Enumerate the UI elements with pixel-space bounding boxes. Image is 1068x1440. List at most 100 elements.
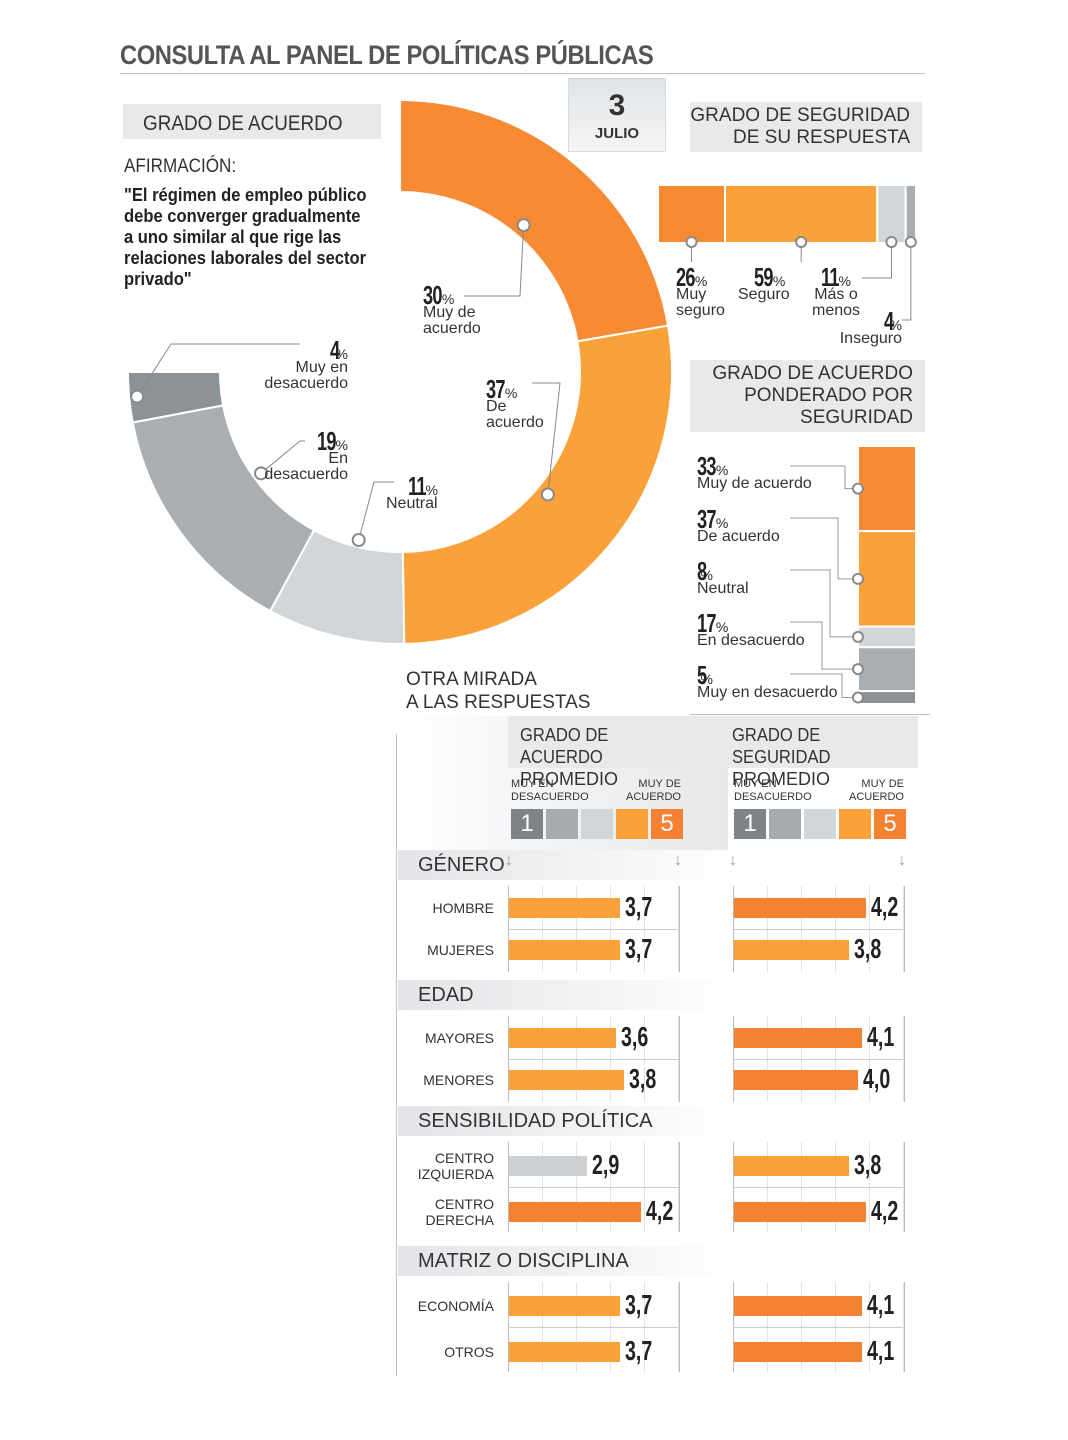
weighted-label-name: Neutral xyxy=(697,580,749,597)
donut-label-en-desacuerdo: 19% En desacuerdo xyxy=(248,426,348,483)
leader-en-desacuerdo xyxy=(260,440,305,474)
donut-label-line: desacuerdo xyxy=(264,466,348,483)
scale-min-label: 1 xyxy=(743,810,757,837)
security-label-line: Inseguro xyxy=(839,330,902,347)
weighted-seg-muy-de-acuerdo xyxy=(857,445,917,533)
scale-high-line2: ACUERDO xyxy=(848,791,904,803)
avg-bar xyxy=(509,940,621,960)
row-label: OTROS xyxy=(400,1344,494,1360)
avg-value: 3,7 xyxy=(625,891,653,922)
leader-dot xyxy=(540,487,555,502)
security-value: 26 xyxy=(676,262,696,292)
row-label-line: ECONOMÍA xyxy=(417,1298,494,1314)
bar-frame-divider xyxy=(733,1059,903,1060)
group-header: MATRIZ O DISCIPLINA xyxy=(398,1246,730,1276)
security-seg-seguro xyxy=(724,184,879,244)
col1-header-line2: PROMEDIO xyxy=(520,769,619,789)
donut-unit: % xyxy=(504,385,518,401)
donut-unit: % xyxy=(335,346,348,362)
title-divider xyxy=(120,73,925,74)
avg-bar xyxy=(509,1070,625,1090)
donut-value: 11 xyxy=(408,471,427,501)
bar-frame-divider xyxy=(508,1187,678,1188)
weighted-leader-dot xyxy=(852,663,864,676)
security-label-muy-seguro: 26% Muy seguro xyxy=(676,262,725,319)
row-label-line: CENTRO xyxy=(434,1196,494,1212)
donut-value: 30 xyxy=(423,280,443,310)
security-value: 11 xyxy=(821,262,840,292)
security-box-label: GRADO DE SEGURIDAD DE SU RESPUESTA xyxy=(690,102,922,152)
donut-label-line: acuerdo xyxy=(486,414,544,431)
agreement-box-label: GRADO DE ACUERDO xyxy=(123,104,381,139)
donut-unit: % xyxy=(441,291,455,307)
bar-frame-divider xyxy=(733,1327,903,1328)
security-label-seguro: 59% Seguro xyxy=(738,262,790,303)
avg-value: 4,2 xyxy=(870,1195,899,1226)
leader-dot xyxy=(516,218,531,233)
scale-cell-2 xyxy=(546,809,578,839)
security-label-line: Más o xyxy=(814,286,858,303)
other-vertical-rule xyxy=(396,734,397,1376)
col2-header-line1: GRADO DE SEGURIDAD xyxy=(732,725,831,767)
weighted-label-name: En desacuerdo xyxy=(697,632,805,649)
avg-bar xyxy=(509,1296,621,1316)
avg-value: 4,1 xyxy=(866,1289,895,1320)
scale-cell-5: 5 xyxy=(874,809,906,839)
scale-low-line1: MUY EN xyxy=(511,778,554,790)
weighted-leader-dot xyxy=(852,482,864,495)
group-header: GÉNERO xyxy=(398,850,730,880)
weighted-leader-dot xyxy=(852,630,864,643)
avg-bar xyxy=(509,1028,617,1048)
arrow-down-icon: ↓ xyxy=(898,852,906,869)
leader-muy-en-desacuerdo xyxy=(136,343,300,397)
weighted-label-en-desacuerdo: 17% En desacuerdo xyxy=(697,608,805,649)
row-label: HOMBRE xyxy=(400,900,494,916)
avg-bar xyxy=(734,1202,866,1222)
security-label-mas-o-menos: 11% Más o menos xyxy=(810,262,862,319)
weighted-unit: % xyxy=(715,462,729,478)
arrow-down-icon: ↓ xyxy=(505,852,513,869)
weighted-seg-de-acuerdo xyxy=(857,530,917,628)
avg-value: 3,8 xyxy=(629,1063,657,1094)
weighted-label-muy-en-desacuerdo: 5% Muy en desacuerdo xyxy=(697,660,838,701)
donut-label-line: De xyxy=(486,398,507,415)
date-month: JULIO xyxy=(594,125,640,142)
donut-value: 37 xyxy=(486,374,506,404)
weighted-unit: % xyxy=(715,515,729,531)
scale-strip: 1 5 xyxy=(734,809,906,839)
weighted-leader xyxy=(790,517,858,580)
weighted-leader xyxy=(790,465,858,490)
scale-cell-3 xyxy=(804,809,836,839)
weighted-unit: % xyxy=(700,567,713,583)
donut-label-line: En xyxy=(328,450,348,467)
avg-value: 3,7 xyxy=(625,1335,653,1366)
weighted-unit: % xyxy=(715,619,729,635)
scale-low-line2: DESACUERDO xyxy=(511,791,589,803)
leader-dot xyxy=(130,389,145,404)
weighted-leader xyxy=(790,673,858,699)
weighted-unit: % xyxy=(700,671,713,687)
leader-muy-de-acuerdo xyxy=(464,225,525,297)
security-unit: % xyxy=(772,273,786,289)
security-seg-muy-seguro xyxy=(657,184,727,244)
security-label-inseguro: 4% Inseguro xyxy=(836,306,902,347)
row-label: CENTRO DERECHA xyxy=(400,1196,494,1228)
arrow-down-icon: ↓ xyxy=(729,852,737,869)
donut-slice-muy-en-desacuerdo xyxy=(126,371,225,424)
other-title-line1: OTRA MIRADA xyxy=(406,669,537,690)
avg-bar xyxy=(509,1202,641,1222)
other-divider xyxy=(690,714,930,715)
security-leader-dot xyxy=(795,236,808,248)
security-label-line: Muy xyxy=(676,286,707,303)
agreement-box-text: GRADO DE ACUERDO xyxy=(143,112,343,135)
scale-legend-col1: MUY EN DESACUERDO MUY DE ACUERDO 1 5 xyxy=(511,778,683,842)
weighted-stacked-bar xyxy=(790,445,917,705)
security-unit: % xyxy=(694,273,708,289)
avg-bar xyxy=(509,1156,588,1176)
avg-value: 3,8 xyxy=(854,1149,882,1180)
row-label-line: HOMBRE xyxy=(432,900,494,916)
row-label: MENORES xyxy=(400,1072,494,1088)
weighted-leader-dot xyxy=(852,572,864,585)
avg-value: 4,2 xyxy=(645,1195,674,1226)
col2-header-line2: PROMEDIO xyxy=(732,769,831,789)
